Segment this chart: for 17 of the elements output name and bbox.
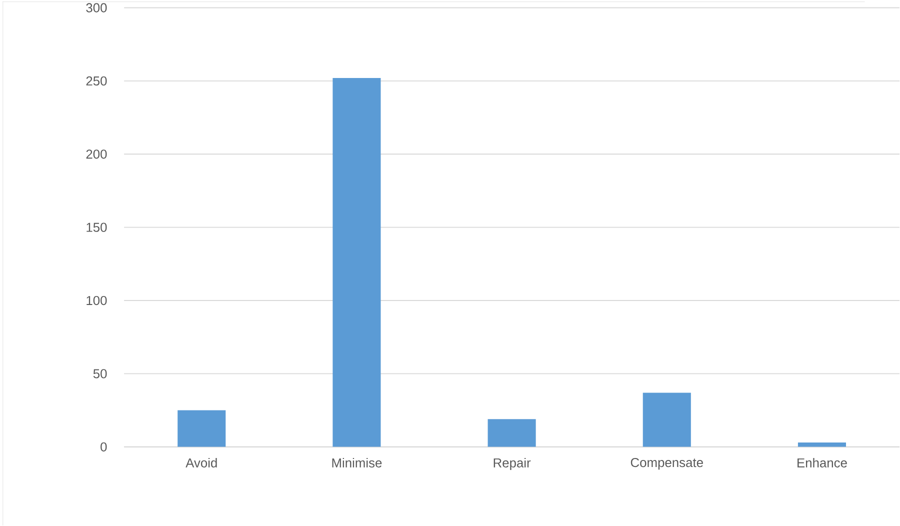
y-tick-label: 250 <box>86 76 107 86</box>
x-tick-label: Repair <box>494 458 531 470</box>
x-tick-label: Avoid <box>186 458 217 468</box>
bar <box>798 442 846 447</box>
x-tick-label: Compensate <box>630 458 703 470</box>
y-tick-label: 0 <box>100 442 107 452</box>
bar <box>332 78 381 447</box>
y-tick-label: 300 <box>86 3 107 12</box>
y-tick-label: 50 <box>93 369 107 378</box>
y-tick-label: 150 <box>86 222 107 232</box>
bar <box>178 410 226 447</box>
bar <box>642 392 691 447</box>
x-tick-label: Minimise <box>332 458 382 468</box>
x-tick-label: Enhance <box>798 458 847 468</box>
y-tick-label: 200 <box>86 150 107 159</box>
y-tick-label: 100 <box>86 296 107 306</box>
bar <box>488 419 536 447</box>
